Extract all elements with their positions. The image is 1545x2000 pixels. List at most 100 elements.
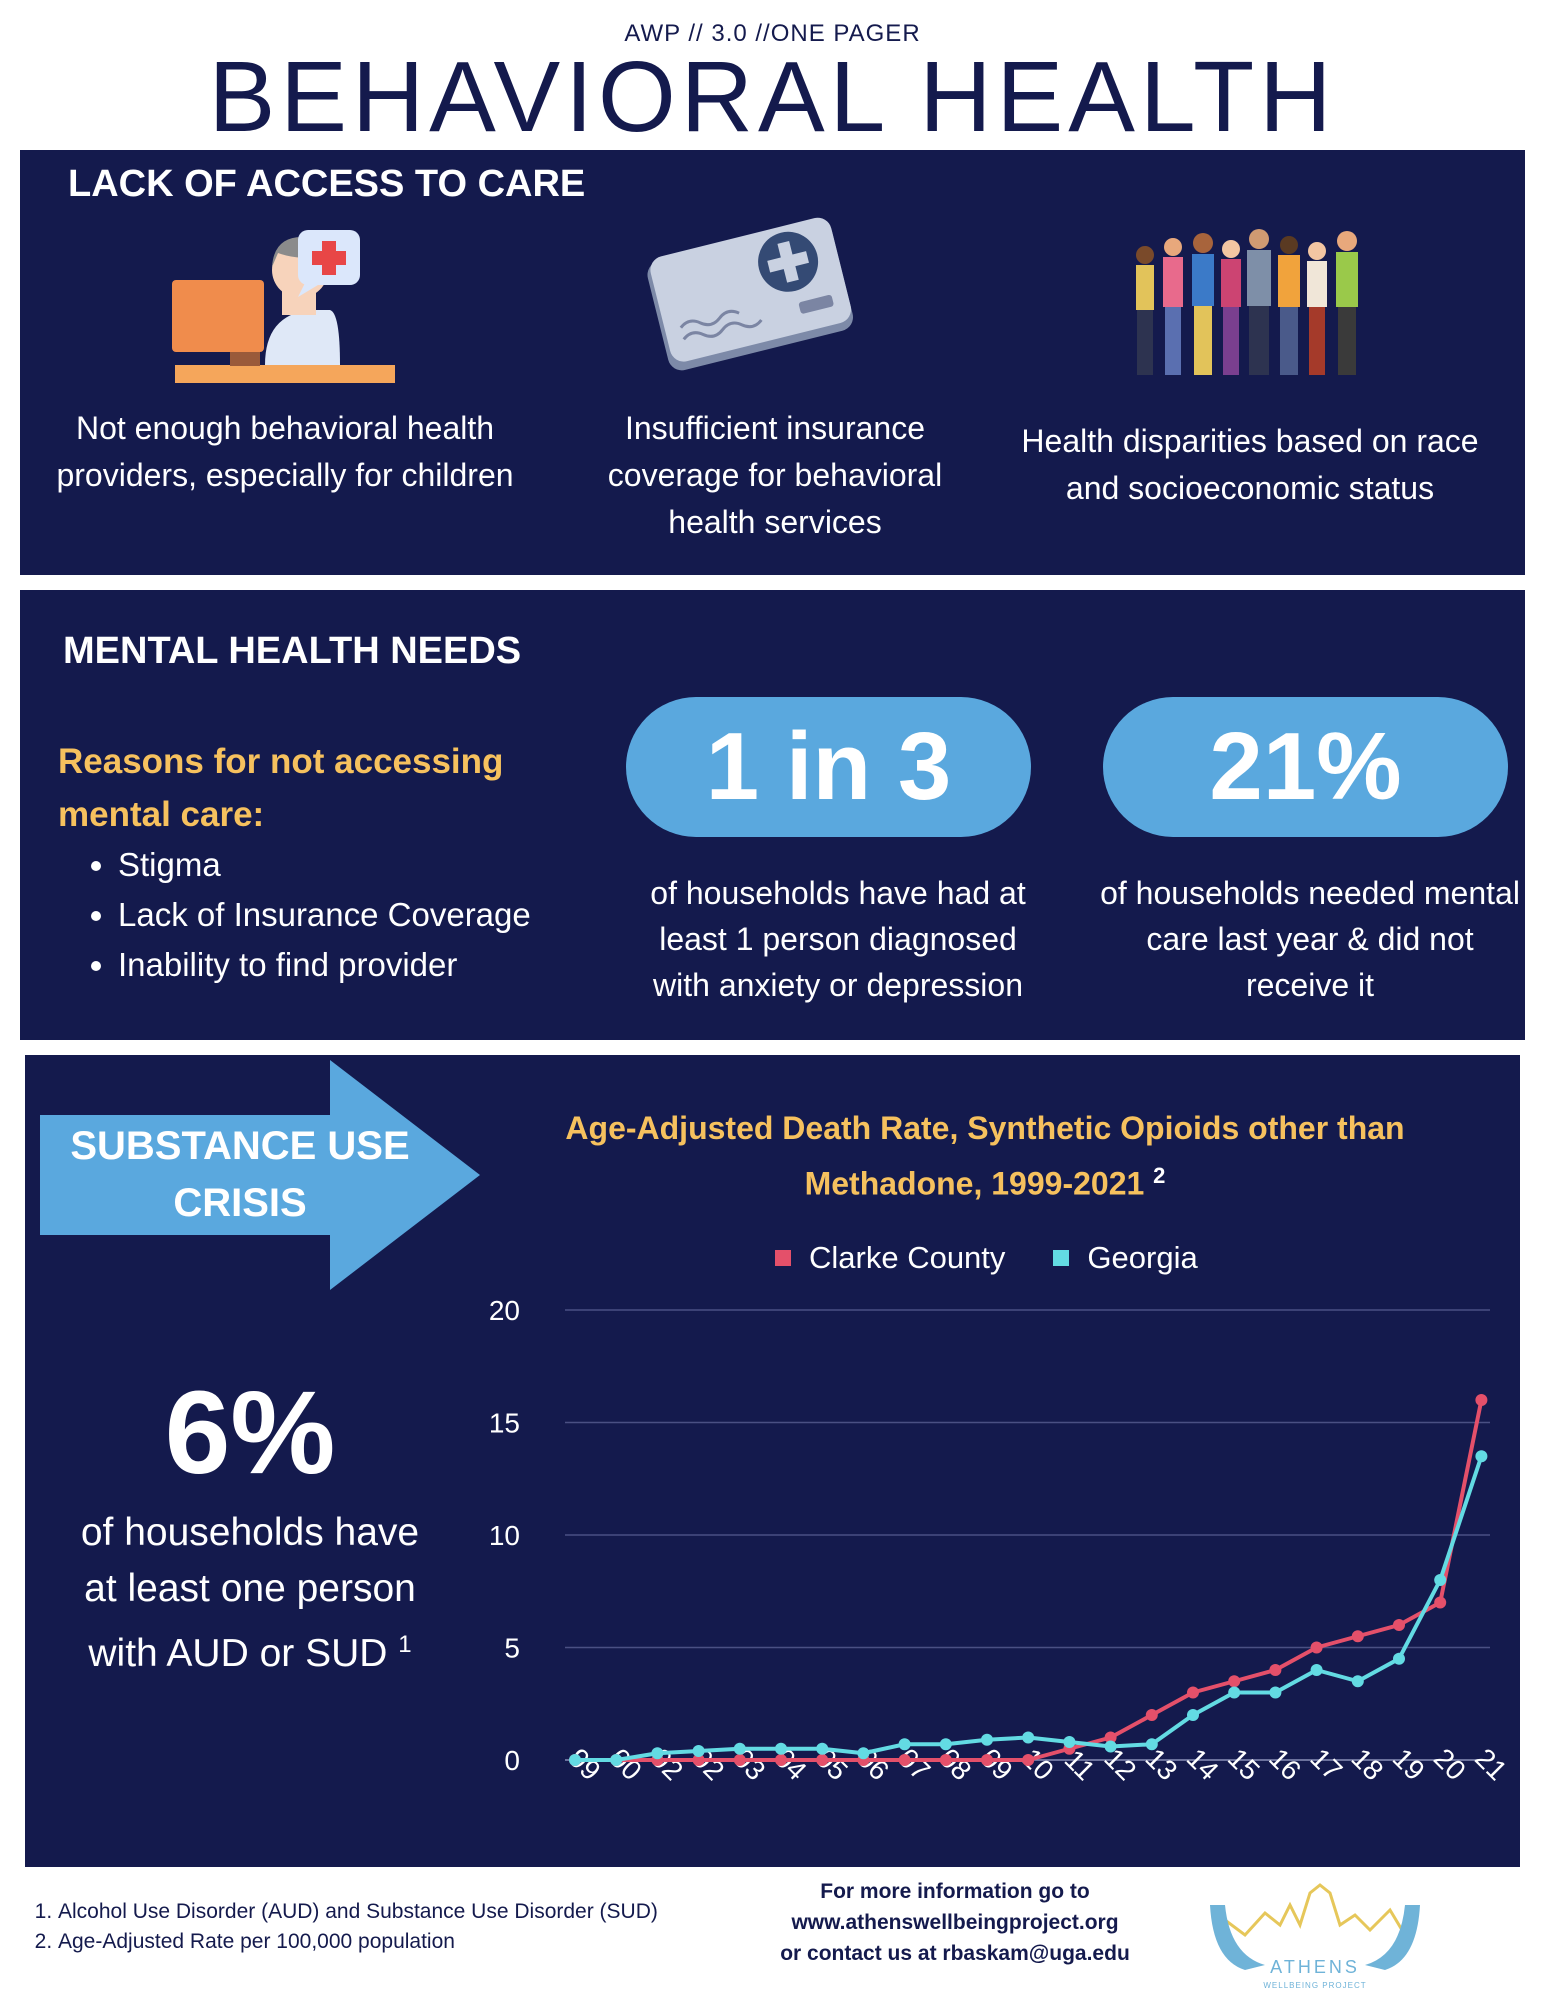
data-point-georgia: [816, 1742, 829, 1755]
stat-pill-1-in-3: 1 in 3: [626, 697, 1031, 837]
footnote-1: Alcohol Use Disorder (AUD) and Substance…: [58, 1897, 778, 1927]
x-tick-label: 12: [1098, 1742, 1142, 1786]
data-point-georgia: [1228, 1686, 1241, 1699]
page-title: BEHAVIORAL HEALTH: [208, 41, 1337, 153]
y-tick-label: 10: [489, 1520, 520, 1551]
legend-swatch-georgia: [1053, 1250, 1070, 1266]
doctor-computer-icon: [172, 230, 395, 383]
y-tick-label: 0: [504, 1745, 520, 1776]
footnotes: Alcohol Use Disorder (AUD) and Substance…: [20, 1897, 778, 1957]
data-point-clarke: [1351, 1630, 1364, 1643]
data-point-georgia: [1145, 1738, 1158, 1751]
website-link[interactable]: www.athenswellbeingproject.org: [791, 1911, 1119, 1934]
kicker: AWP // 3.0 //ONE PAGER: [624, 20, 921, 47]
legend-swatch-clarke: [775, 1250, 791, 1266]
legend-item-georgia: Georgia: [1053, 1240, 1198, 1276]
data-point-georgia: [939, 1738, 952, 1751]
x-tick-label: 14: [1181, 1742, 1225, 1786]
data-point-georgia: [1269, 1686, 1282, 1699]
mental-heading: MENTAL HEALTH NEEDS: [63, 630, 522, 672]
access-heading: LACK OF ACCESS TO CARE: [68, 163, 586, 205]
athens-logo: ATHENS WELLBEING PROJECT: [1210, 1883, 1420, 1990]
line-chart: 0510152099000202030405060708091011121314…: [489, 1295, 1510, 1786]
access-caption-insurance: Insufficient insurance coverage for beha…: [607, 410, 943, 540]
data-point-georgia: [898, 1738, 911, 1751]
y-tick-label: 15: [489, 1408, 520, 1439]
reason-item: Stigma: [118, 840, 638, 890]
x-tick-label: 17: [1304, 1742, 1348, 1786]
x-tick-label: 09: [975, 1742, 1019, 1786]
arrow-shape: [40, 1060, 480, 1290]
data-point-georgia: [1475, 1450, 1488, 1463]
legend-label-clarke: Clarke County: [809, 1240, 1006, 1275]
chart-title-text: Age-Adjusted Death Rate, Synthetic Opioi…: [565, 1110, 1405, 1202]
data-point-georgia: [1104, 1740, 1117, 1753]
reason-item: Lack of Insurance Coverage: [118, 890, 638, 940]
data-point-clarke: [1310, 1641, 1323, 1654]
x-tick-label: 08: [934, 1742, 978, 1786]
x-tick-label: 20: [1428, 1742, 1472, 1786]
data-point-clarke: [1393, 1619, 1405, 1631]
data-point-georgia: [1022, 1731, 1035, 1744]
access-caption-disparities: Health disparities based on race and soc…: [1021, 423, 1479, 506]
x-tick-label: 13: [1140, 1742, 1184, 1786]
data-point-clarke: [1228, 1675, 1241, 1688]
diverse-people-icon: [1136, 229, 1358, 375]
data-point-georgia: [1393, 1652, 1405, 1665]
data-point-georgia: [692, 1745, 705, 1757]
stat-pill-21: 21%: [1103, 697, 1508, 837]
data-point-georgia: [1063, 1736, 1076, 1748]
arrow-label: SUBSTANCE USE CRISIS: [70, 1124, 410, 1225]
data-point-georgia: [775, 1742, 787, 1755]
access-caption-providers: Not enough behavioral health providers, …: [56, 410, 514, 493]
data-point-clarke: [1104, 1731, 1117, 1744]
info-line-1: For more information go to: [820, 1880, 1090, 1903]
data-point-georgia: [733, 1742, 746, 1755]
legend-item-clarke: Clarke County: [775, 1240, 1005, 1276]
y-tick-label: 5: [504, 1633, 520, 1664]
data-point-clarke: [1434, 1596, 1447, 1609]
logo-subtext: WELLBEING PROJECT: [1263, 1981, 1366, 1990]
data-point-clarke: [692, 1754, 705, 1766]
series-line-clarke: [575, 1399, 1484, 1762]
stat-caption-21: of households needed mental care last ye…: [1100, 875, 1520, 1003]
chart-title: Age-Adjusted Death Rate, Synthetic Opioi…: [560, 1104, 1410, 1208]
x-tick-label: 99: [563, 1742, 607, 1786]
x-tick-label: 16: [1263, 1742, 1307, 1786]
data-point-georgia: [981, 1733, 993, 1746]
data-point-georgia: [569, 1754, 581, 1766]
x-tick-label: 21: [1469, 1742, 1510, 1786]
insurance-card-icon: [647, 217, 853, 371]
aud-sud-footnote-ref: 1: [398, 1631, 412, 1658]
y-tick-label: 20: [489, 1295, 520, 1326]
reason-item: Inability to find provider: [118, 940, 638, 990]
chart-legend: Clarke County Georgia: [775, 1240, 1198, 1276]
aud-sud-stat: 6%: [164, 1367, 336, 1499]
reasons-title: Reasons for not accessing mental care:: [58, 742, 504, 834]
data-point-clarke: [1145, 1709, 1158, 1721]
aud-sud-caption: of households have at least one person w…: [60, 1505, 440, 1682]
data-point-clarke: [1269, 1664, 1282, 1676]
data-point-clarke: [1022, 1754, 1035, 1766]
data-point-clarke: [1187, 1686, 1199, 1699]
reasons-list: Stigma Lack of Insurance Coverage Inabil…: [58, 840, 638, 990]
data-point-clarke: [939, 1754, 952, 1766]
data-point-georgia: [1310, 1664, 1323, 1676]
x-tick-label: 19: [1387, 1742, 1431, 1786]
x-tick-label: 15: [1222, 1742, 1266, 1786]
contact-email-link[interactable]: or contact us at rbaskam@uga.edu: [780, 1942, 1130, 1965]
data-point-georgia: [1434, 1574, 1447, 1586]
footnote-2: Age-Adjusted Rate per 100,000 population: [58, 1927, 778, 1957]
x-tick-label: 07: [892, 1742, 936, 1786]
data-point-clarke: [898, 1754, 911, 1766]
data-point-georgia: [857, 1747, 870, 1760]
data-point-clarke: [981, 1754, 993, 1766]
data-point-georgia: [610, 1754, 623, 1766]
aud-sud-caption-text: of households have at least one person w…: [80, 1511, 420, 1675]
x-tick-label: 00: [604, 1742, 648, 1786]
logo-text: ATHENS: [1270, 1957, 1360, 1977]
data-point-clarke: [775, 1754, 787, 1766]
x-tick-label: 02: [645, 1742, 689, 1786]
x-tick-label: 10: [1016, 1742, 1060, 1786]
data-point-clarke: [816, 1754, 829, 1766]
